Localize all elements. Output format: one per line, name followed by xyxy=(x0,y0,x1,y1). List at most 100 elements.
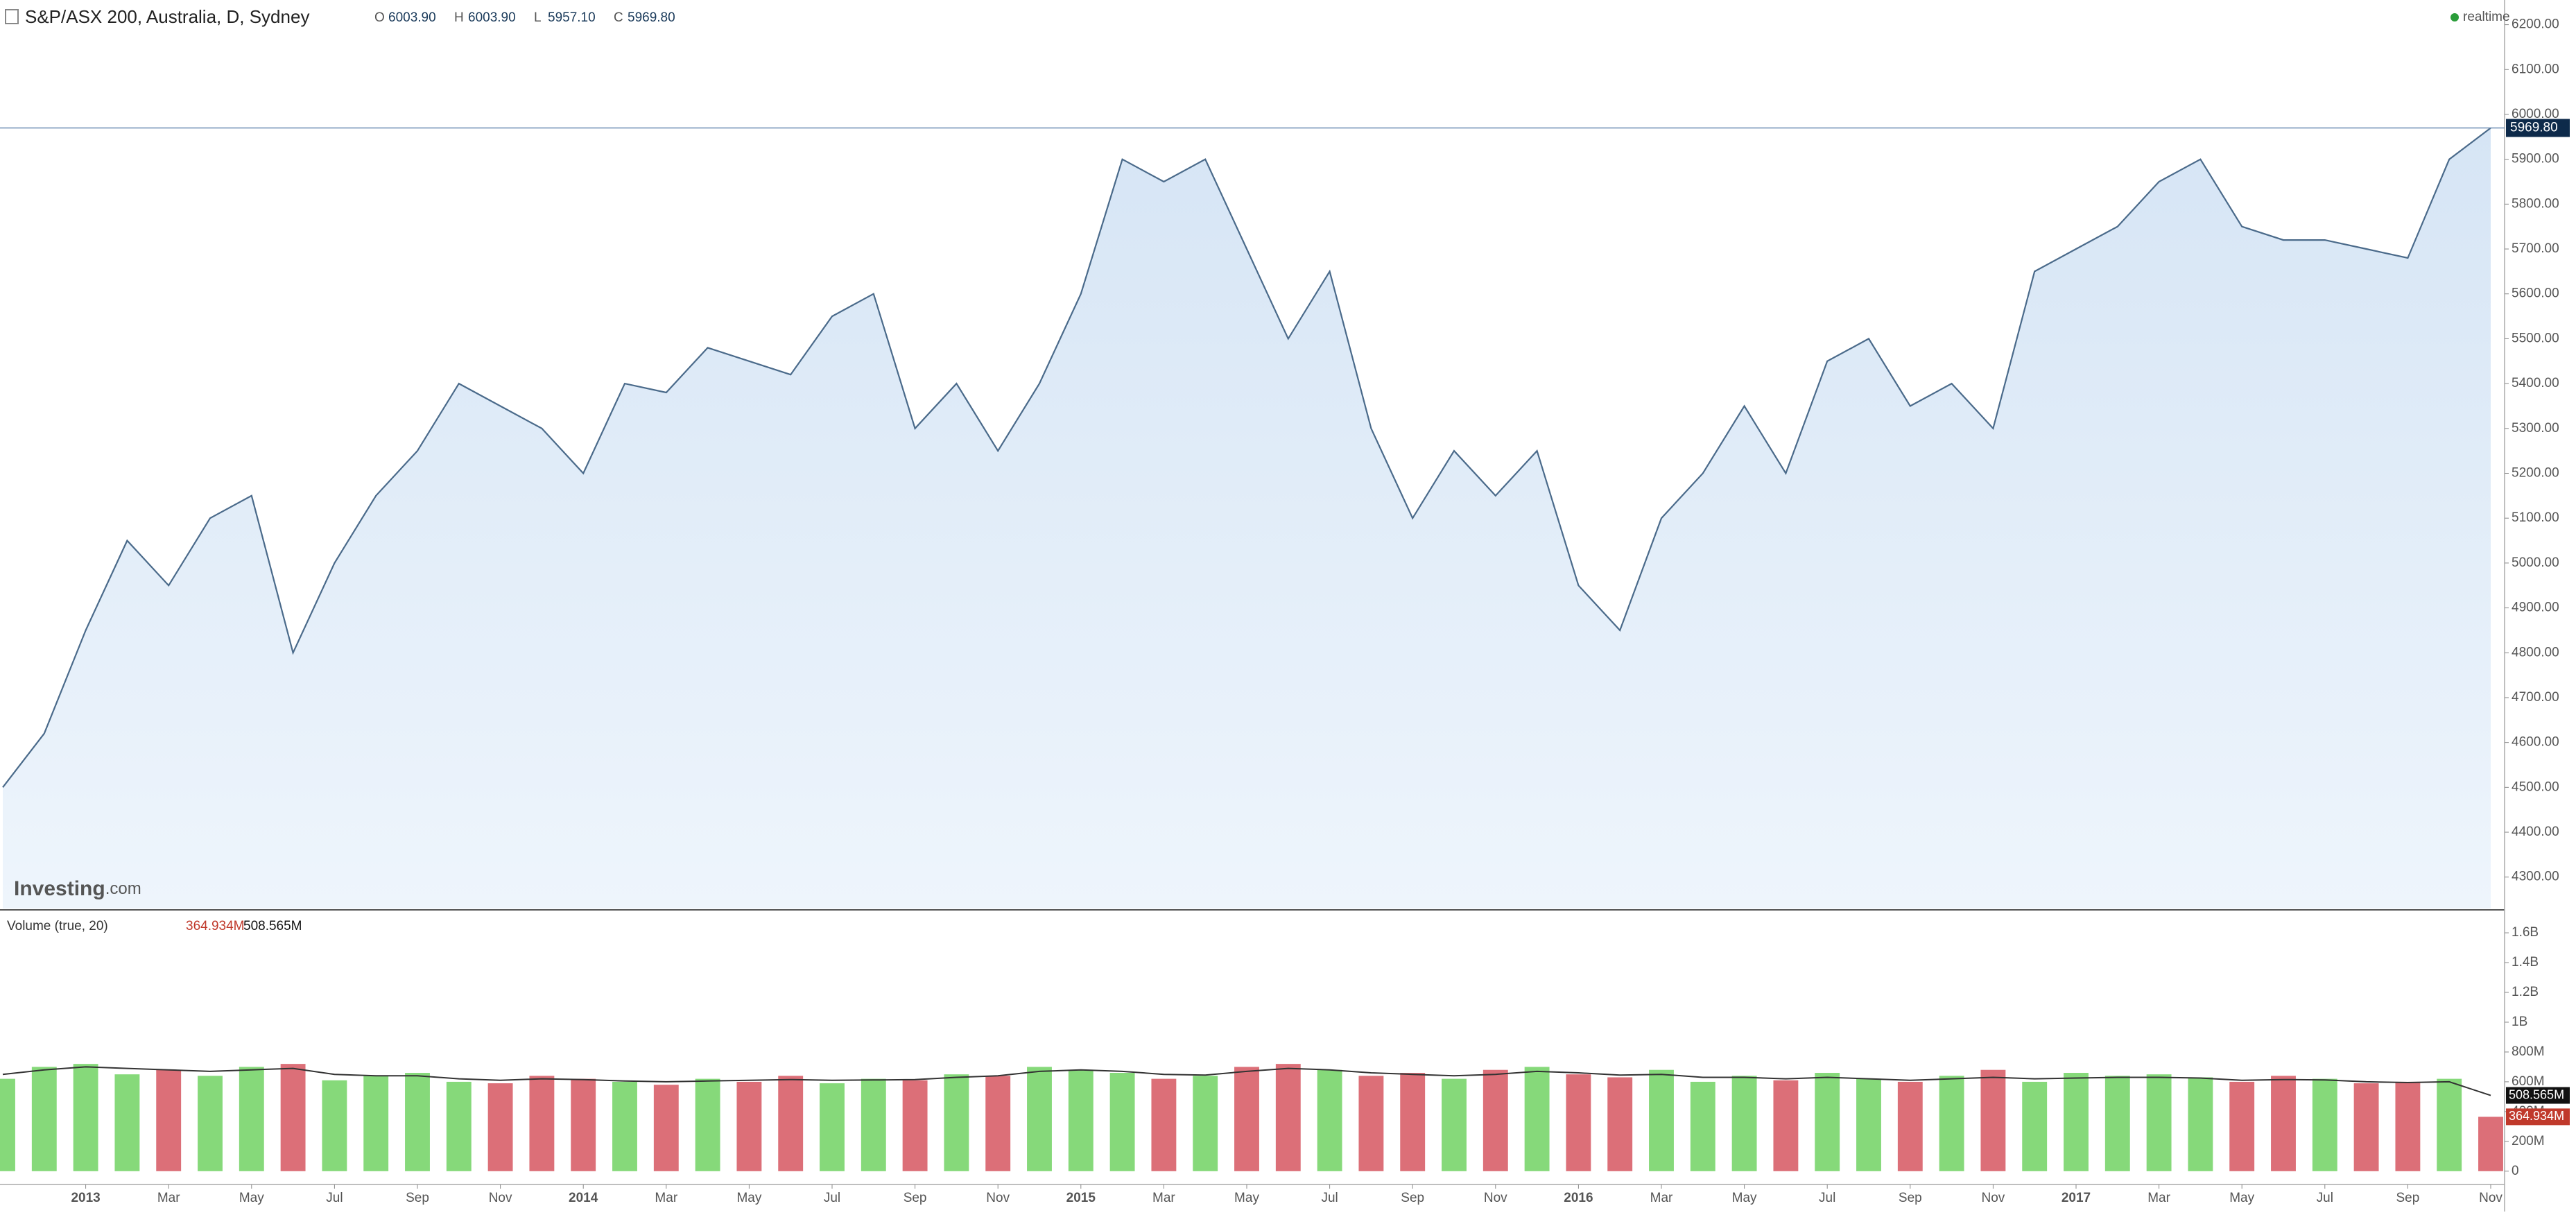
y-tick-label: 4600.00 xyxy=(2512,735,2559,750)
x-tick-label: Nov xyxy=(986,1191,1010,1205)
volume-bar xyxy=(1815,1073,1840,1171)
status-dot xyxy=(2450,13,2459,21)
ohlc-key: L xyxy=(534,10,542,25)
x-tick-label: Sep xyxy=(1899,1191,1922,1205)
volume-bar xyxy=(1193,1076,1218,1171)
x-tick-label: May xyxy=(1234,1191,1259,1205)
volume-bar xyxy=(1690,1081,1715,1171)
x-tick-label: May xyxy=(736,1191,761,1205)
volume-bar xyxy=(861,1078,886,1171)
volume-bar xyxy=(2271,1076,2296,1171)
y-tick-label: 5100.00 xyxy=(2512,510,2559,525)
volume-bar xyxy=(1358,1076,1384,1171)
collapse-icon[interactable] xyxy=(5,9,19,24)
volume-bar xyxy=(2395,1081,2421,1171)
y-tick-label: 6200.00 xyxy=(2512,17,2559,32)
x-tick-label: 2015 xyxy=(1066,1191,1096,1205)
legend-value: 508.565M xyxy=(243,919,302,933)
y-tick-label: 5700.00 xyxy=(2512,241,2559,256)
volume-bar xyxy=(985,1076,1011,1171)
x-tick-label: Nov xyxy=(1982,1191,2005,1205)
logo-suffix: .com xyxy=(105,879,141,898)
volume-bar xyxy=(820,1083,845,1171)
y-tick-label: 1.2B xyxy=(2512,985,2539,999)
x-tick-label: Jul xyxy=(2317,1191,2333,1205)
x-tick-label: Sep xyxy=(1401,1191,1424,1205)
y-tick-label: 5400.00 xyxy=(2512,376,2559,390)
x-tick-label: 2017 xyxy=(2061,1191,2091,1205)
volume-bar xyxy=(695,1078,720,1171)
volume-bar xyxy=(736,1081,762,1171)
y-tick-label: 5800.00 xyxy=(2512,196,2559,211)
volume-bar xyxy=(1566,1074,1591,1171)
volume-bar xyxy=(1607,1077,1633,1171)
y-tick-label: 1.6B xyxy=(2512,925,2539,940)
volume-bar xyxy=(2104,1076,2130,1171)
ohlc-value: 6003.90 xyxy=(468,10,516,25)
y-tick-label: 0 xyxy=(2512,1164,2519,1178)
volume-bar xyxy=(1027,1067,1052,1171)
volume-bar xyxy=(1856,1078,1881,1171)
ohlc-key: H xyxy=(454,10,464,25)
x-tick-label: Jul xyxy=(824,1191,840,1205)
y-tick-label: 4800.00 xyxy=(2512,645,2559,660)
y-tick-label: 4700.00 xyxy=(2512,690,2559,705)
volume-bar xyxy=(322,1080,347,1171)
x-tick-label: May xyxy=(239,1191,264,1205)
x-tick-label: Jul xyxy=(1819,1191,1835,1205)
volume-ma-line xyxy=(2,1066,2491,1096)
volume-bar xyxy=(1068,1069,1093,1171)
volume-bar xyxy=(778,1076,804,1171)
volume-bar xyxy=(280,1064,306,1171)
x-tick-label: Jul xyxy=(1321,1191,1338,1205)
x-tick-label: Sep xyxy=(904,1191,927,1205)
volume-bar xyxy=(1400,1073,1426,1171)
volume-bar xyxy=(1649,1069,1674,1171)
volume-bar xyxy=(487,1083,513,1171)
x-tick-label: May xyxy=(1732,1191,1757,1205)
volume-bar xyxy=(2229,1081,2255,1171)
volume-bar xyxy=(1442,1078,1467,1171)
y-tick-label: 4900.00 xyxy=(2512,601,2559,615)
volume-bar xyxy=(114,1074,140,1171)
volume-bar xyxy=(2353,1083,2379,1171)
volume-bar xyxy=(0,1078,15,1171)
volume-bar xyxy=(529,1076,555,1171)
volume-bar xyxy=(2146,1074,2172,1171)
x-tick-label: Nov xyxy=(2479,1191,2502,1205)
y-tick-label: 5900.00 xyxy=(2512,152,2559,166)
volume-bar xyxy=(653,1085,679,1171)
ohlc-key: C xyxy=(614,10,623,25)
y-tick-label: 5600.00 xyxy=(2512,286,2559,301)
x-tick-label: Mar xyxy=(1650,1191,1673,1205)
x-tick-label: Mar xyxy=(655,1191,677,1205)
y-tick-label: 5300.00 xyxy=(2512,421,2559,436)
y-tick-label: 5200.00 xyxy=(2512,466,2559,481)
y-tick-label: 4400.00 xyxy=(2512,825,2559,839)
volume-bar xyxy=(902,1080,928,1171)
status: realtime xyxy=(2463,10,2510,24)
last-price-badge xyxy=(2506,119,2570,137)
volume-bar xyxy=(1980,1069,2006,1171)
y-tick-label: 6100.00 xyxy=(2512,62,2559,76)
volume-bar xyxy=(2478,1117,2503,1171)
volume-bar xyxy=(239,1067,264,1171)
x-tick-label: Nov xyxy=(1484,1191,1507,1205)
volume-bar xyxy=(1234,1067,1259,1171)
volume-bar xyxy=(1731,1076,1757,1171)
volume-bar xyxy=(1939,1076,1964,1171)
volume-bar xyxy=(2022,1081,2048,1171)
x-tick-label: Jul xyxy=(326,1191,343,1205)
ohlc-key: O xyxy=(374,10,385,25)
volume-bar xyxy=(405,1073,430,1171)
volume-bar xyxy=(1773,1080,1799,1171)
x-tick-label: 2013 xyxy=(71,1191,100,1205)
logo: Investing.com xyxy=(14,877,141,900)
x-tick-label: 2014 xyxy=(569,1191,598,1205)
volume-bar xyxy=(1151,1078,1177,1171)
ohlc-value: 5957.10 xyxy=(548,10,596,25)
logo-main: Investing xyxy=(14,877,105,900)
volume-bar xyxy=(2312,1078,2337,1171)
y-tick-label: 1B xyxy=(2512,1015,2527,1029)
